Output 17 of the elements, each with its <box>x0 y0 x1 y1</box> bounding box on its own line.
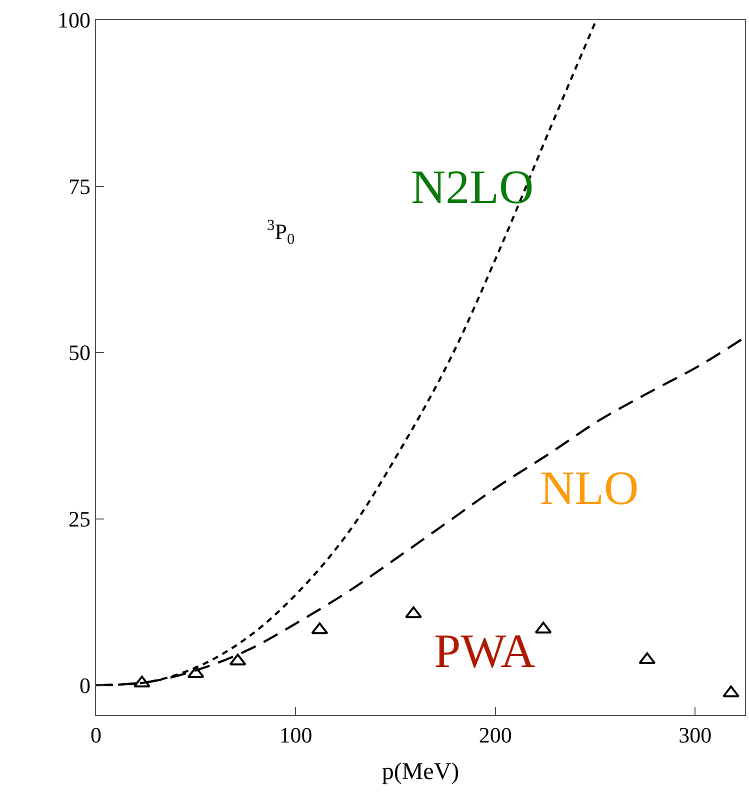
x-tick-label: 100 <box>279 722 312 748</box>
annotation: $^{3}$P$_{0}$ <box>267 217 295 248</box>
y-tick-label: 75 <box>68 174 90 199</box>
series-label: N2LO <box>411 161 534 214</box>
y-tick-label: 0 <box>80 672 90 698</box>
y-tick-label: 100 <box>58 8 90 33</box>
x-tick-label: 200 <box>478 722 512 748</box>
y-tick-label: 25 <box>68 506 90 532</box>
x-axis-title: p(MeV) <box>382 758 460 785</box>
point <box>638 652 656 664</box>
point <box>405 606 422 618</box>
x-tick-label: 300 <box>678 722 712 748</box>
point <box>311 622 328 634</box>
series-label: NLO <box>540 462 639 515</box>
series-label: PWA <box>434 625 536 678</box>
y-tick-label: 50 <box>68 340 90 366</box>
point <box>187 666 204 678</box>
